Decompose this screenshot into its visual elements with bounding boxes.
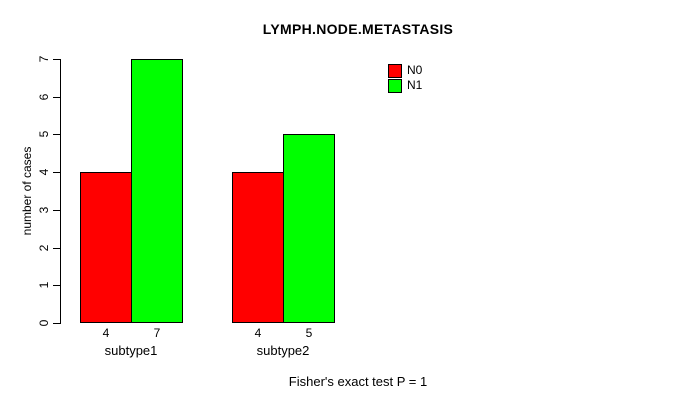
y-tick-label: 2 [37, 244, 51, 252]
legend-label: N1 [407, 78, 423, 92]
y-tick [53, 172, 60, 173]
bar-N0-subtype2 [232, 172, 284, 323]
y-tick-label: 3 [37, 206, 51, 214]
bar-value-label: 5 [305, 326, 313, 340]
y-tick [53, 210, 60, 211]
legend-entry-N0: N0 [388, 63, 422, 78]
legend-entry-N1: N1 [388, 78, 422, 93]
y-tick-label: 6 [37, 93, 51, 101]
category-label-subtype2: subtype2 [256, 343, 310, 358]
bar-value-label: 4 [102, 326, 110, 340]
y-tick [53, 97, 60, 98]
legend-swatch-N1 [388, 78, 402, 93]
y-tick-label: 4 [37, 168, 51, 176]
bar-value-label: 4 [254, 326, 262, 340]
bar-N0-subtype1 [80, 172, 132, 323]
y-tick [53, 59, 60, 60]
legend-label: N0 [407, 63, 423, 77]
bar-value-label: 7 [153, 326, 161, 340]
y-tick [53, 248, 60, 249]
y-tick-label: 7 [37, 55, 51, 63]
chart-title: LYMPH.NODE.METASTASIS [262, 21, 454, 37]
y-tick-label: 5 [37, 130, 51, 138]
y-tick-label: 1 [37, 281, 51, 289]
y-tick [53, 323, 60, 324]
y-tick [53, 134, 60, 135]
y-axis-label: number of cases [20, 146, 34, 236]
category-label-subtype1: subtype1 [104, 343, 158, 358]
y-tick [53, 285, 60, 286]
fisher-test-annotation: Fisher's exact test P = 1 [288, 374, 428, 389]
legend-swatch-N0 [388, 63, 402, 78]
bar-N1-subtype1 [131, 59, 183, 323]
bar-N1-subtype2 [283, 134, 335, 323]
legend: N0 N1 [388, 63, 422, 93]
y-tick-label: 0 [37, 319, 51, 327]
y-axis-line [60, 59, 61, 324]
